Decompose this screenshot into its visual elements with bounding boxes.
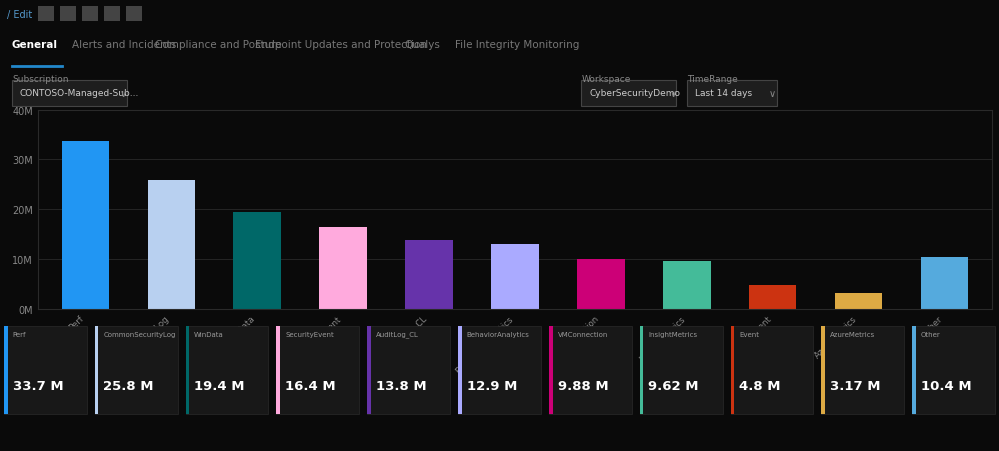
FancyBboxPatch shape xyxy=(548,326,631,414)
FancyBboxPatch shape xyxy=(548,326,552,414)
FancyBboxPatch shape xyxy=(730,326,813,414)
Text: 3.17 M: 3.17 M xyxy=(830,379,880,392)
FancyBboxPatch shape xyxy=(912,326,995,414)
Text: 9.88 M: 9.88 M xyxy=(557,379,608,392)
FancyBboxPatch shape xyxy=(581,81,676,107)
FancyBboxPatch shape xyxy=(95,326,99,414)
FancyBboxPatch shape xyxy=(4,326,87,414)
Text: 25.8 M: 25.8 M xyxy=(104,379,154,392)
Text: / Edit: / Edit xyxy=(7,9,32,20)
Text: TimeRange: TimeRange xyxy=(687,75,738,84)
Text: Subscription: Subscription xyxy=(12,75,69,84)
FancyBboxPatch shape xyxy=(277,326,360,414)
Bar xyxy=(663,261,710,309)
Text: General: General xyxy=(12,40,58,50)
Text: WinData: WinData xyxy=(194,331,224,337)
Text: Compliance and Posture: Compliance and Posture xyxy=(155,40,282,50)
FancyBboxPatch shape xyxy=(277,326,280,414)
Text: Perf: Perf xyxy=(13,331,26,337)
Text: BehaviorAnalytics: BehaviorAnalytics xyxy=(467,331,529,337)
FancyBboxPatch shape xyxy=(459,326,540,414)
Text: 16.4 M: 16.4 M xyxy=(285,379,336,392)
Text: ∨: ∨ xyxy=(769,88,776,98)
Text: VMConnection: VMConnection xyxy=(557,331,608,337)
Text: InsightMetrics: InsightMetrics xyxy=(648,331,697,337)
Bar xyxy=(320,228,367,309)
Bar xyxy=(62,142,109,309)
FancyBboxPatch shape xyxy=(912,326,916,414)
Bar xyxy=(835,293,882,309)
Text: 12.9 M: 12.9 M xyxy=(467,379,517,392)
Text: 33.7 M: 33.7 M xyxy=(13,379,63,392)
Text: 13.8 M: 13.8 M xyxy=(376,379,427,392)
FancyBboxPatch shape xyxy=(730,326,734,414)
Text: CyberSecurityDemo: CyberSecurityDemo xyxy=(589,89,680,98)
FancyBboxPatch shape xyxy=(126,7,142,22)
Bar xyxy=(406,240,453,309)
FancyBboxPatch shape xyxy=(4,326,8,414)
Text: 10.4 M: 10.4 M xyxy=(921,379,971,392)
Text: Event: Event xyxy=(739,331,759,337)
FancyBboxPatch shape xyxy=(368,326,451,414)
Bar xyxy=(577,260,624,309)
Text: 4.8 M: 4.8 M xyxy=(739,379,780,392)
FancyBboxPatch shape xyxy=(186,326,269,414)
Text: AuditLog_CL: AuditLog_CL xyxy=(376,331,419,338)
Text: ∨: ∨ xyxy=(120,88,127,98)
Text: Qualys: Qualys xyxy=(405,40,441,50)
Text: Workspace: Workspace xyxy=(581,75,630,84)
FancyBboxPatch shape xyxy=(821,326,825,414)
FancyBboxPatch shape xyxy=(459,326,462,414)
Bar xyxy=(148,181,195,309)
FancyBboxPatch shape xyxy=(639,326,722,414)
FancyBboxPatch shape xyxy=(368,326,371,414)
FancyBboxPatch shape xyxy=(104,7,120,22)
FancyBboxPatch shape xyxy=(82,7,98,22)
FancyBboxPatch shape xyxy=(38,7,54,22)
FancyBboxPatch shape xyxy=(95,326,178,414)
FancyBboxPatch shape xyxy=(639,326,643,414)
Bar xyxy=(234,213,281,309)
Text: Endpoint Updates and Protection: Endpoint Updates and Protection xyxy=(255,40,427,50)
Bar xyxy=(921,258,968,309)
Text: SecurityEvent: SecurityEvent xyxy=(285,331,334,337)
Text: Alerts and Incidents: Alerts and Incidents xyxy=(72,40,176,50)
FancyBboxPatch shape xyxy=(12,81,127,107)
Text: AzureMetrics: AzureMetrics xyxy=(830,331,875,337)
Bar xyxy=(492,245,538,309)
Text: Other: Other xyxy=(921,331,940,337)
FancyBboxPatch shape xyxy=(60,7,76,22)
Text: 9.62 M: 9.62 M xyxy=(648,379,699,392)
Text: File Integrity Monitoring: File Integrity Monitoring xyxy=(455,40,578,50)
Text: 19.4 M: 19.4 M xyxy=(194,379,245,392)
Text: Last 14 days: Last 14 days xyxy=(695,89,752,98)
Text: CONTOSO-Managed-Sub...: CONTOSO-Managed-Sub... xyxy=(20,89,139,98)
FancyBboxPatch shape xyxy=(687,81,777,107)
FancyBboxPatch shape xyxy=(186,326,189,414)
Text: CommonSecurityLog: CommonSecurityLog xyxy=(104,331,176,337)
FancyBboxPatch shape xyxy=(821,326,904,414)
Bar xyxy=(749,285,796,309)
Text: ∨: ∨ xyxy=(669,88,676,98)
